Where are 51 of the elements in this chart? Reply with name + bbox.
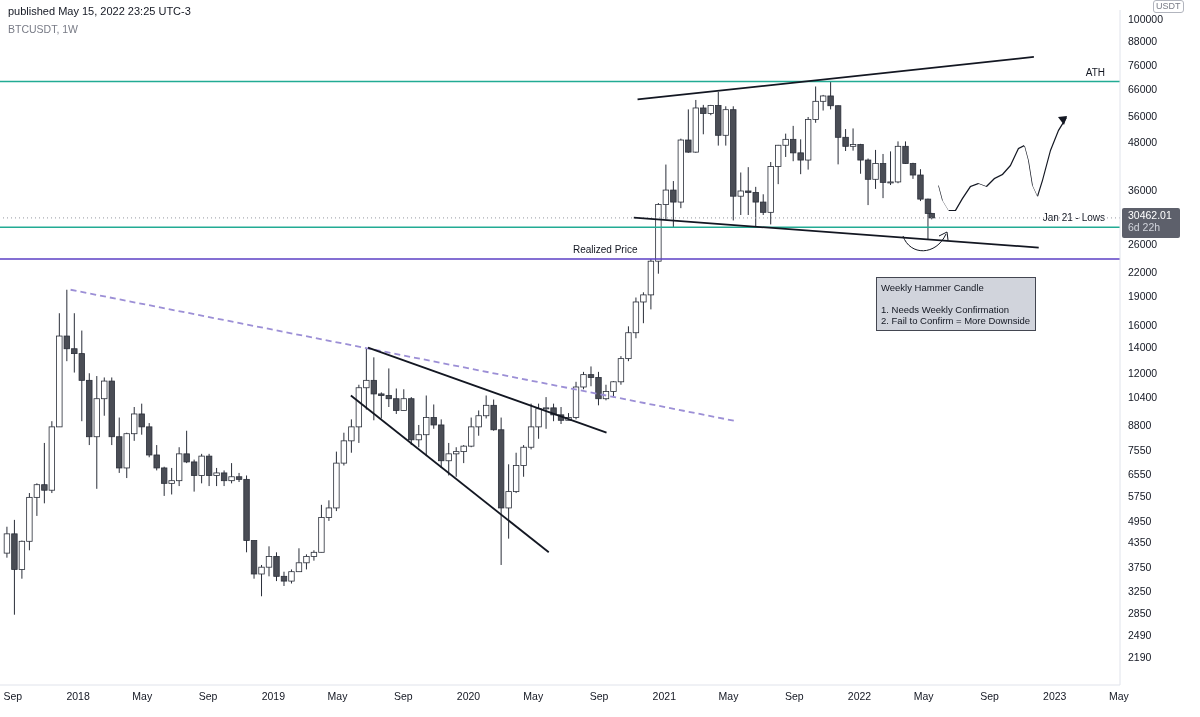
x-tick-label: Sep [980,690,999,703]
x-tick-label: May [1109,690,1130,703]
ref-line-label: Realized Price [573,244,638,256]
y-tick-label: 100000 [1128,13,1164,26]
y-tick-label: 7550 [1128,444,1152,457]
ref-line-label: ATH [1085,66,1105,78]
x-tick-label: May [523,690,544,703]
x-tick-label: Sep [589,690,609,703]
x-tick-label: May [913,690,935,703]
y-tick-label: 48000 [1128,135,1158,148]
x-tick-label: Sep [393,690,413,703]
annotation: Weekly Hammer Candle 1. Needs Weekly Confirmation 2. Fail to Confirm = More Downside [876,277,1036,331]
y-tick-label: 2490 [1128,629,1152,642]
y-tick-label: 5750 [1128,489,1152,502]
x-tick-label: 2018 [66,690,90,703]
x-tick-label: 2020 [456,690,481,703]
y-tick-label: 22000 [1128,265,1158,278]
x-tick-label: May [132,690,153,703]
y-tick-label: 6550 [1128,467,1152,480]
y-tick-label: 3750 [1128,560,1152,573]
ref-line-label: Jan 21 - Lows [1042,212,1105,224]
y-tick-label: 10400 [1128,390,1158,403]
y-tick-label: 19000 [1128,290,1158,303]
y-tick-label: 2190 [1128,650,1152,663]
y-tick-label: 8800 [1128,418,1152,431]
x-tick-label: Sep [784,690,804,703]
text: BTCUSDT, 1W [8,23,79,35]
y-tick-label: 56000 [1128,110,1158,123]
y-tick-label: 12000 [1128,366,1158,379]
y-tick-label: 66000 [1128,82,1158,95]
y-axis-title: USDT [1153,0,1184,13]
x-tick-label: Sep [3,690,23,703]
y-tick-label: 14000 [1128,341,1158,354]
y-tick-label: 3250 [1128,584,1152,597]
y-tick-label: 4950 [1128,514,1152,527]
y-tick-label: 4350 [1128,536,1152,549]
x-tick-label: May [718,690,740,703]
y-tick-label: 2850 [1128,606,1152,619]
ref-line-label: 30462.01 6d 22h [1128,208,1172,233]
chart-subtitle: published May 15, 2022 23:25 UTC-3 [8,5,191,17]
y-tick-label: 76000 [1128,59,1158,72]
y-tick-label: 26000 [1128,238,1158,251]
x-tick-label: 2022 [847,690,872,703]
y-tick-label: 36000 [1128,183,1158,196]
y-tick-label: 16000 [1128,319,1158,332]
y-tick-label: 88000 [1128,34,1158,47]
x-tick-label: May [327,690,349,703]
x-tick-label: 2023 [1043,690,1067,703]
x-tick-label: 2021 [652,690,677,703]
x-tick-label: Sep [198,690,218,703]
x-tick-label: 2019 [261,690,286,703]
